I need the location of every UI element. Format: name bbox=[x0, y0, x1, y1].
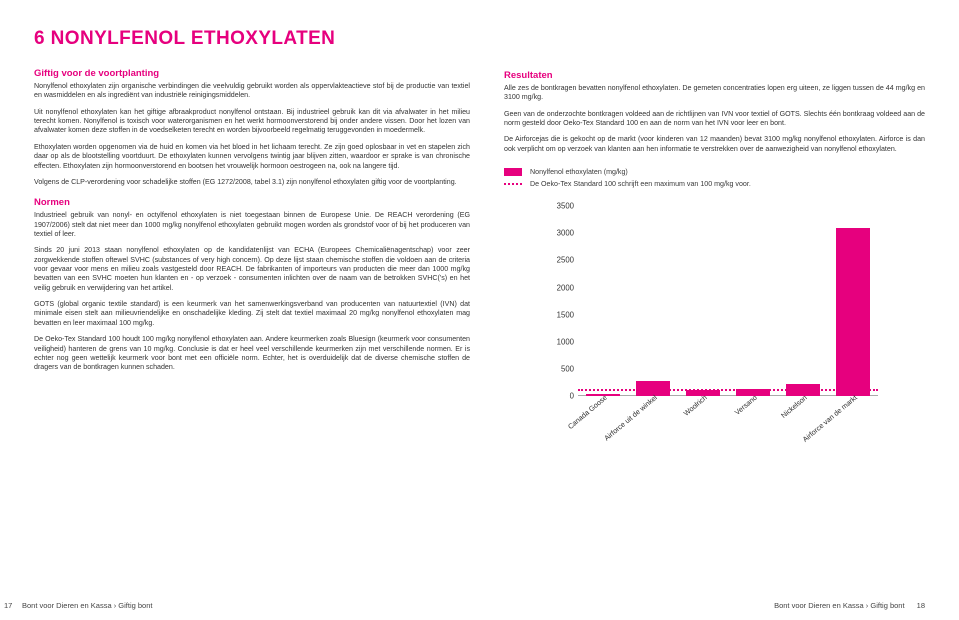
chart-xlabel: Versano bbox=[733, 393, 759, 417]
para: Geen van de onderzochte bontkragen volde… bbox=[504, 110, 925, 129]
footer-text: Bont voor Dieren en Kassa › Giftig bont bbox=[6, 601, 153, 610]
para: De Oeko-Tex Standard 100 houdt 100 mg/kg… bbox=[34, 335, 470, 372]
right-column: Resultaten Alle zes de bontkragen bevatt… bbox=[490, 0, 959, 620]
para: Uit nonylfenol ethoxylaten kan het gifti… bbox=[34, 108, 470, 136]
chart-limit-line bbox=[578, 389, 878, 391]
para: GOTS (global organic textile standard) i… bbox=[34, 300, 470, 328]
chart-xlabel: Airforce uit de winkel bbox=[602, 393, 659, 443]
chart-xlabel: Airforce van de markt bbox=[801, 393, 859, 444]
footer-right: Bont voor Dieren en Kassa › Giftig bont … bbox=[774, 601, 925, 610]
legend-row-solid: Nonylfenol ethoxylaten (mg/kg) bbox=[504, 168, 925, 176]
chart-ytick-label: 2000 bbox=[534, 283, 574, 292]
bar-chart: Canada GooseAirforce uit de winkelWoolri… bbox=[534, 206, 894, 436]
heading-resultaten: Resultaten bbox=[504, 70, 925, 81]
page-title: 6 NONYLFENOL ETHOXYLATEN bbox=[34, 28, 470, 50]
chart-xlabel: Woolrich bbox=[682, 393, 709, 418]
legend-row-dash: De Oeko-Tex Standard 100 schrijft een ma… bbox=[504, 180, 925, 188]
heading-giftig: Giftig voor de voortplanting bbox=[34, 68, 470, 79]
para: Industrieel gebruik van nonyl- en octylf… bbox=[34, 211, 470, 239]
footer-text: Bont voor Dieren en Kassa › Giftig bont bbox=[774, 601, 905, 610]
legend-swatch-solid bbox=[504, 168, 522, 176]
page-number: 17 bbox=[4, 601, 12, 610]
legend-label: De Oeko-Tex Standard 100 schrijft een ma… bbox=[530, 180, 751, 188]
chart-ytick-label: 3500 bbox=[534, 202, 574, 211]
chart-baseline bbox=[578, 395, 878, 396]
para: Volgens de CLP-verordening voor schadeli… bbox=[34, 178, 470, 187]
page-number: 18 bbox=[917, 601, 925, 610]
legend-label: Nonylfenol ethoxylaten (mg/kg) bbox=[530, 168, 628, 176]
page-spread: 6 NONYLFENOL ETHOXYLATEN Giftig voor de … bbox=[0, 0, 959, 620]
chart-bar bbox=[836, 228, 870, 396]
chart-ytick-label: 0 bbox=[534, 392, 574, 401]
chart-ytick-label: 1500 bbox=[534, 310, 574, 319]
chart-ytick-label: 1000 bbox=[534, 337, 574, 346]
chart-legend: Nonylfenol ethoxylaten (mg/kg) De Oeko-T… bbox=[504, 168, 925, 188]
para: Nonylfenol ethoxylaten zijn organische v… bbox=[34, 82, 470, 101]
chart-ytick-label: 500 bbox=[534, 365, 574, 374]
para: Sinds 20 juni 2013 staan nonylfenol etho… bbox=[34, 246, 470, 293]
heading-normen: Normen bbox=[34, 197, 470, 208]
chart-ytick-label: 3000 bbox=[534, 229, 574, 238]
chart-ytick-label: 2500 bbox=[534, 256, 574, 265]
footer-left: 17 Bont voor Dieren en Kassa › Giftig bo… bbox=[6, 601, 153, 610]
para: Ethoxylaten worden opgenomen via de huid… bbox=[34, 143, 470, 171]
left-column: 6 NONYLFENOL ETHOXYLATEN Giftig voor de … bbox=[0, 0, 490, 620]
para: Alle zes de bontkragen bevatten nonylfen… bbox=[504, 84, 925, 103]
chart-xlabel: Nickelson bbox=[779, 393, 809, 420]
chart-plot-area: Canada GooseAirforce uit de winkelWoolri… bbox=[578, 206, 878, 396]
para: De Airforcejas die is gekocht op de mark… bbox=[504, 135, 925, 154]
legend-swatch-dash bbox=[504, 183, 522, 185]
